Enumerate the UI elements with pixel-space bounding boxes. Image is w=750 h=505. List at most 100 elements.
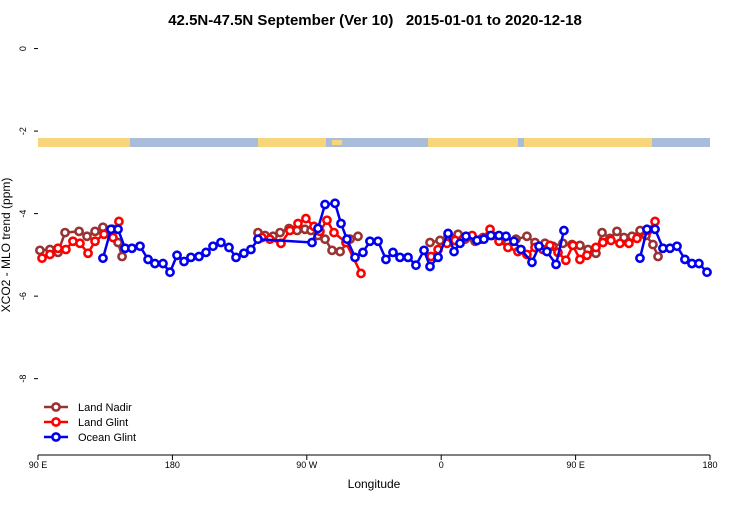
data-point [336,218,346,229]
data-point [425,237,435,248]
data-point [158,258,168,269]
data-point [542,246,552,257]
legend-label: Land Glint [78,417,128,429]
data-point [694,258,704,269]
data-point [135,241,145,252]
y-tick-label: -6 [18,292,28,300]
data-point [419,245,429,256]
data-point [650,224,660,235]
data-point [624,238,634,249]
data-point [534,241,544,252]
data-point [381,254,391,265]
data-point [335,246,346,257]
data-point [224,242,234,253]
data-point [113,224,123,235]
data-point [216,237,226,248]
legend-swatch [51,402,61,412]
data-point [172,250,182,261]
x-tick-label: 180 [165,460,180,470]
data-point [330,198,340,209]
data-point [35,245,45,256]
data-point [575,254,585,265]
data-point [60,227,70,238]
data-point [45,249,55,260]
y-tick-label: -2 [18,127,28,135]
data-point [680,254,690,265]
data-point [61,244,71,255]
data-point [75,238,85,249]
data-point [285,225,295,236]
data-point [395,252,405,263]
data-point [527,257,537,268]
data-point [358,247,368,258]
data-point [275,227,285,238]
data-point [82,231,92,242]
data-point [606,235,616,246]
x-tick-label: 90 W [296,460,318,470]
x-axis-label: Longitude [348,477,401,491]
data-point [650,216,660,227]
data-point [114,216,124,227]
data-point [313,223,323,234]
data-point [320,199,330,210]
data-point [653,251,663,262]
x-tick-label: 90 E [29,460,48,470]
data-point [449,246,459,257]
data-point [117,251,127,262]
data-point [143,254,153,265]
data-point [516,244,526,255]
data-point [327,245,337,256]
legend-swatch [51,432,61,442]
data-point [90,226,100,237]
data-point [301,213,311,224]
data-point [501,231,511,242]
x-tick-label: 0 [439,460,444,470]
data-point [293,218,303,229]
data-point [246,244,256,255]
data-point [127,243,137,254]
data-point [99,229,109,240]
data-point [455,238,465,249]
data-point [642,224,652,235]
data-point [90,236,100,247]
y-axis-label: XCO2 - MLO trend (ppm) [0,178,13,313]
data-point [201,247,211,258]
data-point [388,247,398,258]
data-point [342,234,352,245]
data-point [559,225,569,236]
data-point [612,226,622,237]
data-point [53,243,63,254]
legend-label: Land Nadir [78,402,132,414]
data-point [350,252,360,263]
data-point [522,231,532,242]
data-point [433,252,443,263]
data-point [425,261,435,272]
chart-title: 42.5N-47.5N September (Ver 10) 2015-01-0… [168,12,582,29]
data-point [179,256,189,267]
data-point [320,234,330,245]
y-tick-label: -8 [18,375,28,383]
data-point [83,248,93,259]
data-point [165,267,175,278]
x-tick-label: 90 E [566,460,585,470]
data-point [702,267,712,278]
data-point [98,253,108,264]
data-point [37,253,47,264]
data-point [307,237,317,248]
data-point [479,234,489,245]
x-tick-label: 180 [702,460,717,470]
data-point [329,227,339,238]
data-point [648,239,658,250]
map-strip [38,138,710,147]
y-tick-label: -4 [18,210,28,218]
data-point [411,260,421,271]
data-point [672,241,682,252]
data-point [150,258,160,269]
data-point [615,238,625,249]
data-point [551,259,561,270]
data-point [503,242,513,253]
data-point [186,252,196,263]
data-point [568,240,578,251]
data-point [356,268,366,279]
